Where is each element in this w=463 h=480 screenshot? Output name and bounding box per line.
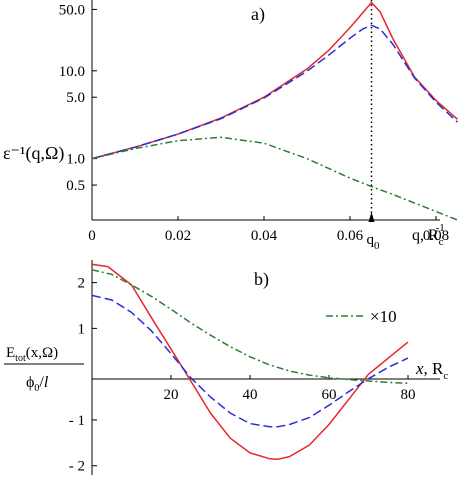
panel-b-series-approx (91, 294, 409, 428)
panel-b-x-tick-label: 60 (322, 387, 337, 403)
panel-b-series-exact (91, 263, 409, 461)
legend-label: ×10 (370, 307, 397, 326)
panel-b-x-axis-label: x, Rc (415, 359, 448, 382)
panel-b-y-axis-label: Etot(x,Ω) ϕ0/l (4, 345, 84, 394)
panel-b-label: b) (254, 269, 269, 290)
panel-a-x-tick-label: 0 (88, 228, 96, 244)
panel-a-x-tick-label: 0.08 (423, 228, 449, 244)
panel-a-energy-loss-plot: 0 0.02 0.04 0.06 0.08 0.5 1.0 5.0 10.0 50.0 q0 a)… (3, 0, 459, 252)
panel-a-series-approx (91, 24, 459, 160)
panel-a-y-tick-label: 0.5 (66, 178, 85, 194)
panel-b-x-tick-label: 20 (164, 387, 179, 403)
panel-a-x-tick-label: 0.04 (251, 228, 278, 244)
panel-a-x-tick-label: 0.02 (165, 228, 191, 244)
panel-a-y-tick-label: 5.0 (66, 90, 85, 106)
panel-b-curves (91, 263, 409, 461)
panel-a-y-tick-label: 50.0 (59, 2, 85, 18)
panel-a-x-tick-label: 0.06 (337, 228, 364, 244)
panel-a-label: a) (251, 4, 265, 25)
panel-a-y-tick-label: 10.0 (59, 64, 85, 80)
panel-a-curves (91, 1, 459, 221)
svg-text:ϕ0/l: ϕ0/l (26, 374, 49, 394)
panel-a-y-tick-label: 1.0 (66, 152, 85, 168)
legend: ×10 (326, 307, 397, 326)
panel-a-x-axis-label: q, Rc-1 (412, 222, 445, 248)
panel-b-y-tick-label: 2 (78, 276, 86, 292)
panel-b-ticks: 20 40 60 80 2 1 - 1 - 2 (69, 276, 416, 475)
q0-arrow-icon (368, 212, 375, 222)
q0-label: q0 (367, 232, 381, 252)
panel-b-y-tick-label: - 2 (69, 459, 85, 475)
panel-b-field-plot: 20 40 60 80 2 1 - 1 - 2 b) ×10 Etot(x,Ω) ϕ0/l x… (4, 260, 448, 475)
panel-b-y-tick-label: 1 (78, 321, 86, 337)
svg-text:Etot(x,Ω): Etot(x,Ω) (6, 345, 58, 364)
panel-a-y-axis-label: ε⁻¹(q,Ω) (3, 143, 64, 164)
panel-b-x-tick-label: 80 (401, 387, 416, 403)
panel-a-ticks: 0 0.02 0.04 0.06 0.08 0.5 1.0 5.0 10.0 50.0 (59, 2, 449, 244)
panel-b-series-component (91, 269, 409, 385)
panel-a-series-exact (91, 1, 458, 160)
panel-a-series-component (91, 136, 458, 221)
panel-b-y-tick-label: - 1 (69, 413, 85, 429)
panel-b-x-tick-label: 40 (243, 387, 258, 403)
